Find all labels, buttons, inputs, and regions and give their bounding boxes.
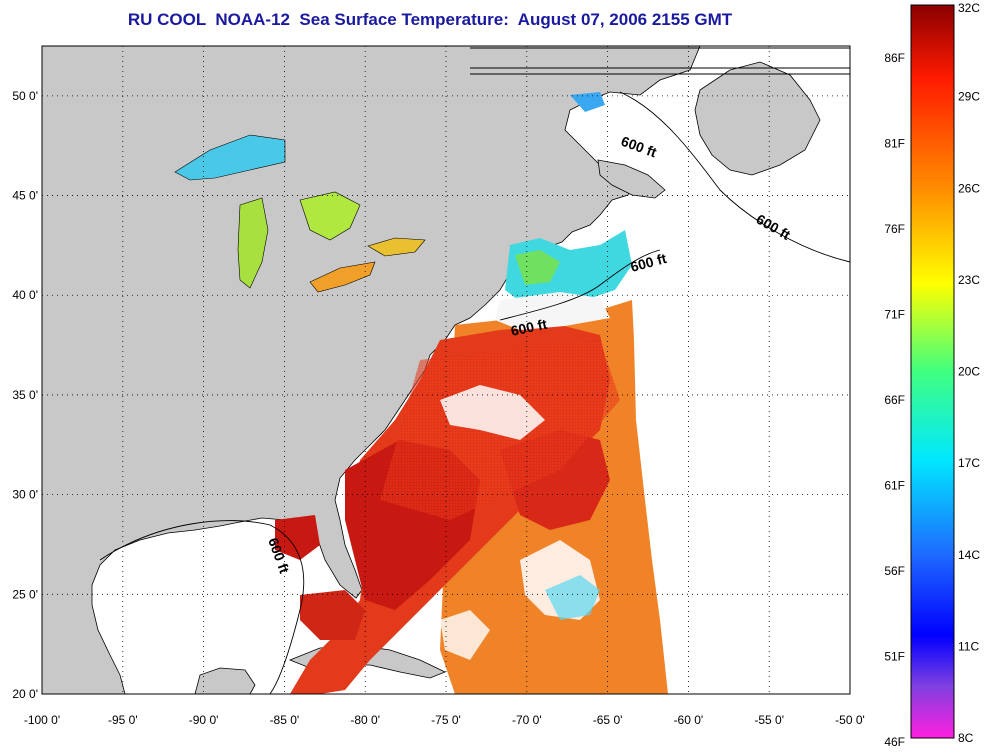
longitude-tick-label: -100 0' (24, 713, 60, 727)
longitude-tick-label: -70 0' (512, 713, 542, 727)
sst-data (275, 92, 668, 694)
land-yucatan (194, 667, 256, 694)
latitude-tick-label: 35 0' (12, 388, 38, 402)
map-title: RU COOL NOAA-12 Sea Surface Temperature:… (127, 10, 733, 29)
land-newfoundland (694, 61, 821, 176)
latitude-tick-label: 20 0' (12, 687, 38, 701)
latitude-tick-label: 30 0' (12, 488, 38, 502)
latitude-tick-label: 40 0' (12, 288, 38, 302)
land-nova-scotia (597, 159, 666, 199)
longitude-tick-label: -65 0' (593, 713, 623, 727)
grid (42, 46, 850, 694)
longitude-tick-label: -75 0' (431, 713, 461, 727)
longitude-tick-label: -95 0' (108, 713, 138, 727)
longitude-tick-label: -55 0' (754, 713, 784, 727)
latitude-tick-label: 45 0' (12, 189, 38, 203)
longitude-tick-label: -85 0' (270, 713, 300, 727)
contour-label: 600 ft (509, 316, 548, 339)
latitude-tick-label: 50 0' (12, 89, 38, 103)
longitude-axis: -100 0' -95 0' -90 0' -85 0' -80 0' -75 0' -70… (24, 713, 865, 727)
plot-frame (41, 45, 851, 695)
latitude-tick-label: 25 0' (12, 587, 38, 601)
longitude-tick-label: -50 0' (835, 713, 865, 727)
longitude-tick-label: -80 0' (350, 713, 380, 727)
depth-contours (99, 47, 850, 694)
longitude-tick-label: -90 0' (189, 713, 219, 727)
great-lakes (174, 134, 426, 293)
longitude-tick-label: -60 0' (674, 713, 704, 727)
latitude-axis: 50 0' 45 0' 40 0' 35 0' 30 0' 25 0' 20 0' (12, 89, 38, 701)
